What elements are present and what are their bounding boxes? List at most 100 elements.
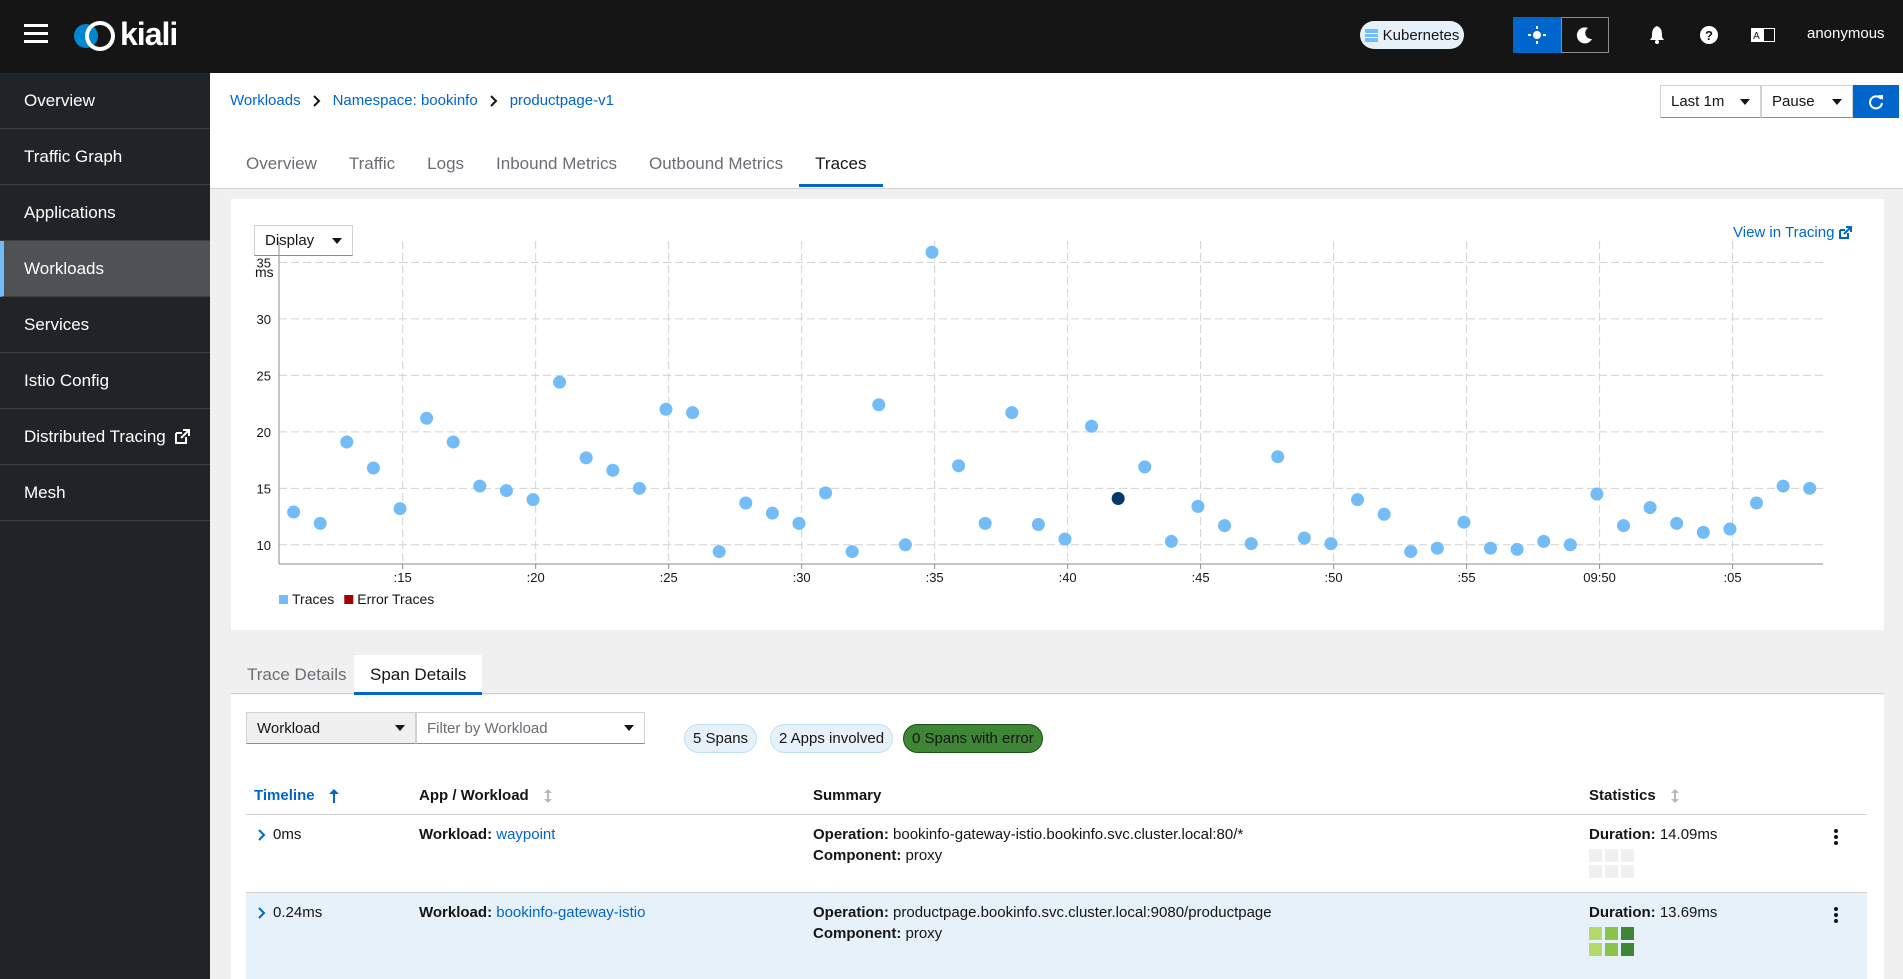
heat-cell (1621, 865, 1634, 878)
kebab-menu[interactable] (1834, 907, 1838, 923)
trace-point (1298, 532, 1311, 545)
refresh-value: Pause (1772, 93, 1815, 110)
label: Operation: (813, 904, 889, 921)
tab-active[interactable]: Traces (799, 154, 882, 187)
refresh-button[interactable] (1853, 85, 1899, 118)
nav-item-active[interactable]: Workloads (0, 241, 210, 297)
cluster-badge: Kubernetes (1360, 21, 1464, 49)
column-header[interactable]: App / Workload (419, 787, 553, 804)
nav-item-label: Distributed Tracing (24, 427, 166, 447)
external-link-icon (174, 429, 190, 445)
trace-point (1058, 533, 1071, 546)
column-header: Summary (813, 787, 881, 804)
column-title: Summary (813, 787, 881, 804)
trace-point (686, 406, 699, 419)
heat-cell (1621, 927, 1634, 940)
tab[interactable]: Traffic (333, 154, 411, 187)
trace-point (447, 436, 460, 449)
breadcrumb-item[interactable]: Namespace: bookinfo (333, 92, 478, 109)
tab[interactable]: Logs (411, 154, 480, 187)
menu-icon[interactable] (24, 24, 48, 44)
kebab-menu[interactable] (1834, 829, 1838, 845)
nav-item[interactable]: Distributed Tracing (0, 409, 210, 465)
trace-point (314, 517, 327, 530)
y-tick-label: 10 (257, 538, 271, 553)
trace-point (1750, 497, 1763, 510)
x-tick-label: :50 (1325, 570, 1343, 585)
svg-text:A: A (1753, 31, 1760, 42)
tab[interactable]: Overview (230, 154, 333, 187)
language-icon[interactable]: A (1751, 28, 1775, 42)
tab[interactable]: Outbound Metrics (633, 154, 799, 187)
breadcrumb-item[interactable]: productpage-v1 (510, 92, 614, 109)
workload-link[interactable]: bookinfo-gateway-istio (496, 904, 645, 921)
summary-cell: Operation: bookinfo-gateway-istio.bookin… (813, 824, 1243, 866)
navbar: kiali Kubernetes ? A anonymous (0, 0, 1903, 73)
brand[interactable]: kiali (120, 16, 177, 53)
nav-item[interactable]: Applications (0, 185, 210, 241)
nav-item[interactable]: Mesh (0, 465, 210, 521)
tab-active[interactable]: Span Details (354, 655, 482, 695)
trace-point (1351, 493, 1364, 506)
nav-item[interactable]: Overview (0, 73, 210, 129)
sort-icon (329, 789, 339, 803)
table-row: 0ms Workload: waypoint Operation: bookin… (246, 815, 1867, 893)
trace-point (527, 493, 540, 506)
duration-value: Last 1m (1671, 93, 1724, 110)
y-tick-label: 20 (257, 425, 271, 440)
trace-point (1670, 517, 1683, 530)
column-header[interactable]: Statistics (1589, 787, 1680, 804)
column-header[interactable]: Timeline (254, 787, 339, 804)
help-icon[interactable]: ? (1700, 26, 1718, 44)
notification-icon[interactable] (1649, 26, 1665, 44)
nav-item[interactable]: Istio Config (0, 353, 210, 409)
sort-icon (543, 789, 553, 803)
tab[interactable]: Trace Details (231, 655, 363, 694)
x-tick-label: :15 (394, 570, 412, 585)
filter-placeholder: Filter by Workload (427, 720, 548, 737)
trace-point (1085, 420, 1098, 433)
tab[interactable]: Inbound Metrics (480, 154, 633, 187)
trace-point (1378, 508, 1391, 521)
trace-point (1271, 450, 1284, 463)
legend-swatch (344, 595, 353, 604)
refresh-select[interactable]: Pause (1761, 85, 1853, 118)
heat-cell (1605, 927, 1618, 940)
column-title: Statistics (1589, 787, 1656, 804)
caret (624, 725, 634, 731)
x-tick-label: :05 (1724, 570, 1742, 585)
dark-theme-button[interactable] (1561, 17, 1609, 53)
light-theme-button[interactable] (1513, 17, 1561, 53)
filter-input[interactable]: Filter by Workload (416, 712, 645, 744)
filter-type-select[interactable]: Workload (246, 712, 416, 744)
svg-text:?: ? (1705, 28, 1713, 43)
refresh-icon (1868, 94, 1884, 110)
workload-link[interactable]: waypoint (496, 826, 555, 843)
trace-point (1644, 501, 1657, 514)
nav-item[interactable]: Traffic Graph (0, 129, 210, 185)
label: Workload: (419, 904, 492, 921)
trace-point (367, 462, 380, 475)
expand-icon[interactable] (258, 829, 266, 841)
duration: 14.09ms (1660, 826, 1718, 843)
heat-cell (1621, 849, 1634, 862)
breadcrumb-separator (490, 95, 498, 107)
heat-cell (1589, 865, 1602, 878)
moon-icon (1576, 26, 1594, 44)
label: Component: (813, 847, 901, 864)
trace-point (659, 403, 672, 416)
trace-point (1537, 535, 1550, 548)
user-menu[interactable]: anonymous (1807, 25, 1885, 42)
nav-item[interactable]: Services (0, 297, 210, 353)
breadcrumb-item[interactable]: Workloads (230, 92, 301, 109)
trace-point (340, 436, 353, 449)
expand-icon[interactable] (258, 907, 266, 919)
duration-select[interactable]: Last 1m (1660, 85, 1761, 118)
trace-point (739, 497, 752, 510)
x-tick-label: :25 (660, 570, 678, 585)
label: Component: (813, 925, 901, 942)
trace-point (872, 398, 885, 411)
badge: 5 Spans (684, 724, 757, 753)
trace-point (606, 464, 619, 477)
